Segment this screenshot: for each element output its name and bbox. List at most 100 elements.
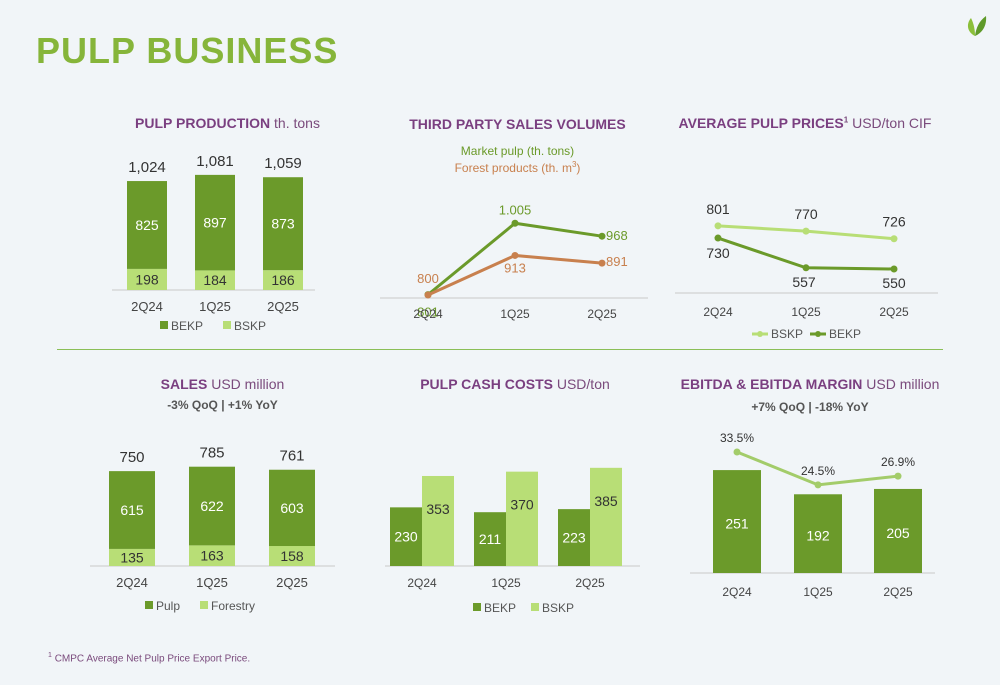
data-label: 615 <box>120 502 144 518</box>
bar-bskp <box>127 268 167 290</box>
line-point <box>598 232 606 240</box>
line-point <box>511 219 519 227</box>
line-point <box>802 227 810 235</box>
data-label: 622 <box>200 498 224 514</box>
data-label: 223 <box>562 530 586 546</box>
data-label: 897 <box>203 215 227 231</box>
data-label: 385 <box>594 493 618 509</box>
total-label: 1,059 <box>264 155 302 172</box>
x-tick-label: 2Q24 <box>703 305 733 319</box>
line-point <box>424 291 432 299</box>
bar-bekp <box>474 512 506 566</box>
x-tick-label: 1Q25 <box>196 575 228 590</box>
data-label: 198 <box>135 271 159 287</box>
data-label: 1.005 <box>499 202 532 217</box>
x-tick-label: 2Q25 <box>587 307 617 321</box>
bar-bskp <box>195 270 235 290</box>
chart-sales: 135 615 750 2Q24 163 622 785 1Q25 158 603 761 2Q25 P… <box>90 445 335 613</box>
bar-forestry <box>109 548 155 566</box>
data-label: 891 <box>606 254 628 269</box>
data-label: 251 <box>725 516 749 532</box>
legend-swatch-bekp <box>473 603 481 611</box>
x-tick-label: 2Q25 <box>879 305 909 319</box>
sales-variation: -3% QoQ | +1% YoY <box>167 398 278 412</box>
data-label: 801 <box>706 201 730 217</box>
data-label: 163 <box>200 548 224 564</box>
bar-ebitda <box>794 494 842 573</box>
data-label: 370 <box>510 497 534 513</box>
data-label: 192 <box>806 528 830 544</box>
data-label: 968 <box>606 228 628 243</box>
bar-ebitda <box>874 488 922 573</box>
bar-bskp <box>263 270 303 290</box>
legend-label-bskp: BSKP <box>542 601 574 615</box>
chart-third-party-sales: 801 1.005 968 800 913 891 2Q24 1Q25 2Q25 <box>380 202 648 321</box>
x-tick-label: 2Q25 <box>575 576 605 590</box>
legend-forest-products: Forest products (th. m3) <box>454 160 581 175</box>
leaf-logo-icon <box>967 16 987 36</box>
x-tick-label: 2Q24 <box>116 575 148 590</box>
bar-bskp <box>590 467 622 566</box>
total-label: 1,024 <box>128 159 166 176</box>
margin-point <box>894 472 902 480</box>
data-label: 186 <box>271 272 295 288</box>
data-label: 230 <box>394 529 418 545</box>
legend-label-pulp: Pulp <box>156 599 180 613</box>
chart-title-pulp-cash-costs: PULP CASH COSTS USD/ton <box>420 376 610 392</box>
data-label: 770 <box>794 206 818 222</box>
x-tick-label: 1Q25 <box>491 576 521 590</box>
legend-marker-bekp <box>815 331 821 337</box>
total-label: 785 <box>199 445 224 462</box>
legend-swatch-bskp <box>531 603 539 611</box>
chart-title-ebitda: EBITDA & EBITDA MARGIN USD million <box>680 376 940 392</box>
chart-title-pulp-production: PULP PRODUCTION th. tons <box>135 115 320 131</box>
x-tick-label: 2Q24 <box>413 307 443 321</box>
data-label: 801 <box>417 305 439 320</box>
x-tick-label: 2Q25 <box>276 575 308 590</box>
margin-label: 26.9% <box>881 455 915 469</box>
data-label: 353 <box>426 501 450 517</box>
data-label: 135 <box>120 549 144 565</box>
data-label: 184 <box>203 272 227 288</box>
chart-avg-pulp-prices: 801 770 726 730 557 550 2Q24 1Q25 2Q25 BSKP BEKP <box>675 201 938 341</box>
data-label: 726 <box>882 214 906 230</box>
chart-title-third-party-sales: THIRD PARTY SALES VOLUMES <box>409 116 626 132</box>
chart-ebitda: 251 2Q24 192 1Q25 205 2Q25 33.5% 24.5% 26.9% <box>690 431 935 599</box>
x-tick-label: 2Q25 <box>267 299 299 314</box>
line-point <box>598 259 606 267</box>
line-point <box>890 235 898 243</box>
ebitda-variation: +7% QoQ | -18% YoY <box>751 400 869 414</box>
bar-pulp <box>189 466 235 546</box>
chart-title-avg-pulp-prices: AVERAGE PULP PRICES1 USD/ton CIF <box>678 115 932 131</box>
total-label: 1,081 <box>196 153 234 170</box>
chart-pulp-cash-costs: 230 353 2Q24 211 370 1Q25 223 385 2Q25 BEKP BSKP <box>385 467 640 615</box>
bar-bekp <box>195 174 235 271</box>
margin-point <box>814 481 822 489</box>
footnote: 1 CMPC Average Net Pulp Price Export Pri… <box>48 652 251 665</box>
x-tick-label: 1Q25 <box>803 585 833 599</box>
bar-forestry <box>189 545 235 566</box>
x-tick-label: 1Q25 <box>199 299 231 314</box>
bar-bekp <box>263 177 303 271</box>
bar-bekp <box>390 507 422 566</box>
legend-label-bskp: BSKP <box>771 327 803 341</box>
data-label: 557 <box>792 274 816 290</box>
margin-label: 24.5% <box>801 464 835 478</box>
data-label: 913 <box>504 260 526 275</box>
data-label: 603 <box>280 500 304 516</box>
x-tick-label: 2Q25 <box>883 585 913 599</box>
margin-label: 33.5% <box>720 431 754 445</box>
legend-label-bekp: BEKP <box>829 327 861 341</box>
data-label: 800 <box>417 271 439 286</box>
bar-pulp <box>269 469 315 547</box>
line-point <box>714 222 722 230</box>
x-tick-label: 1Q25 <box>500 307 530 321</box>
total-label: 761 <box>279 448 304 465</box>
line-point <box>802 264 810 272</box>
total-label: 750 <box>119 449 144 466</box>
legend-label-bekp: BEKP <box>171 319 203 333</box>
x-tick-label: 2Q24 <box>131 299 163 314</box>
page-title: PULP BUSINESS <box>36 30 339 71</box>
x-tick-label: 2Q24 <box>722 585 752 599</box>
x-tick-label: 1Q25 <box>791 305 821 319</box>
